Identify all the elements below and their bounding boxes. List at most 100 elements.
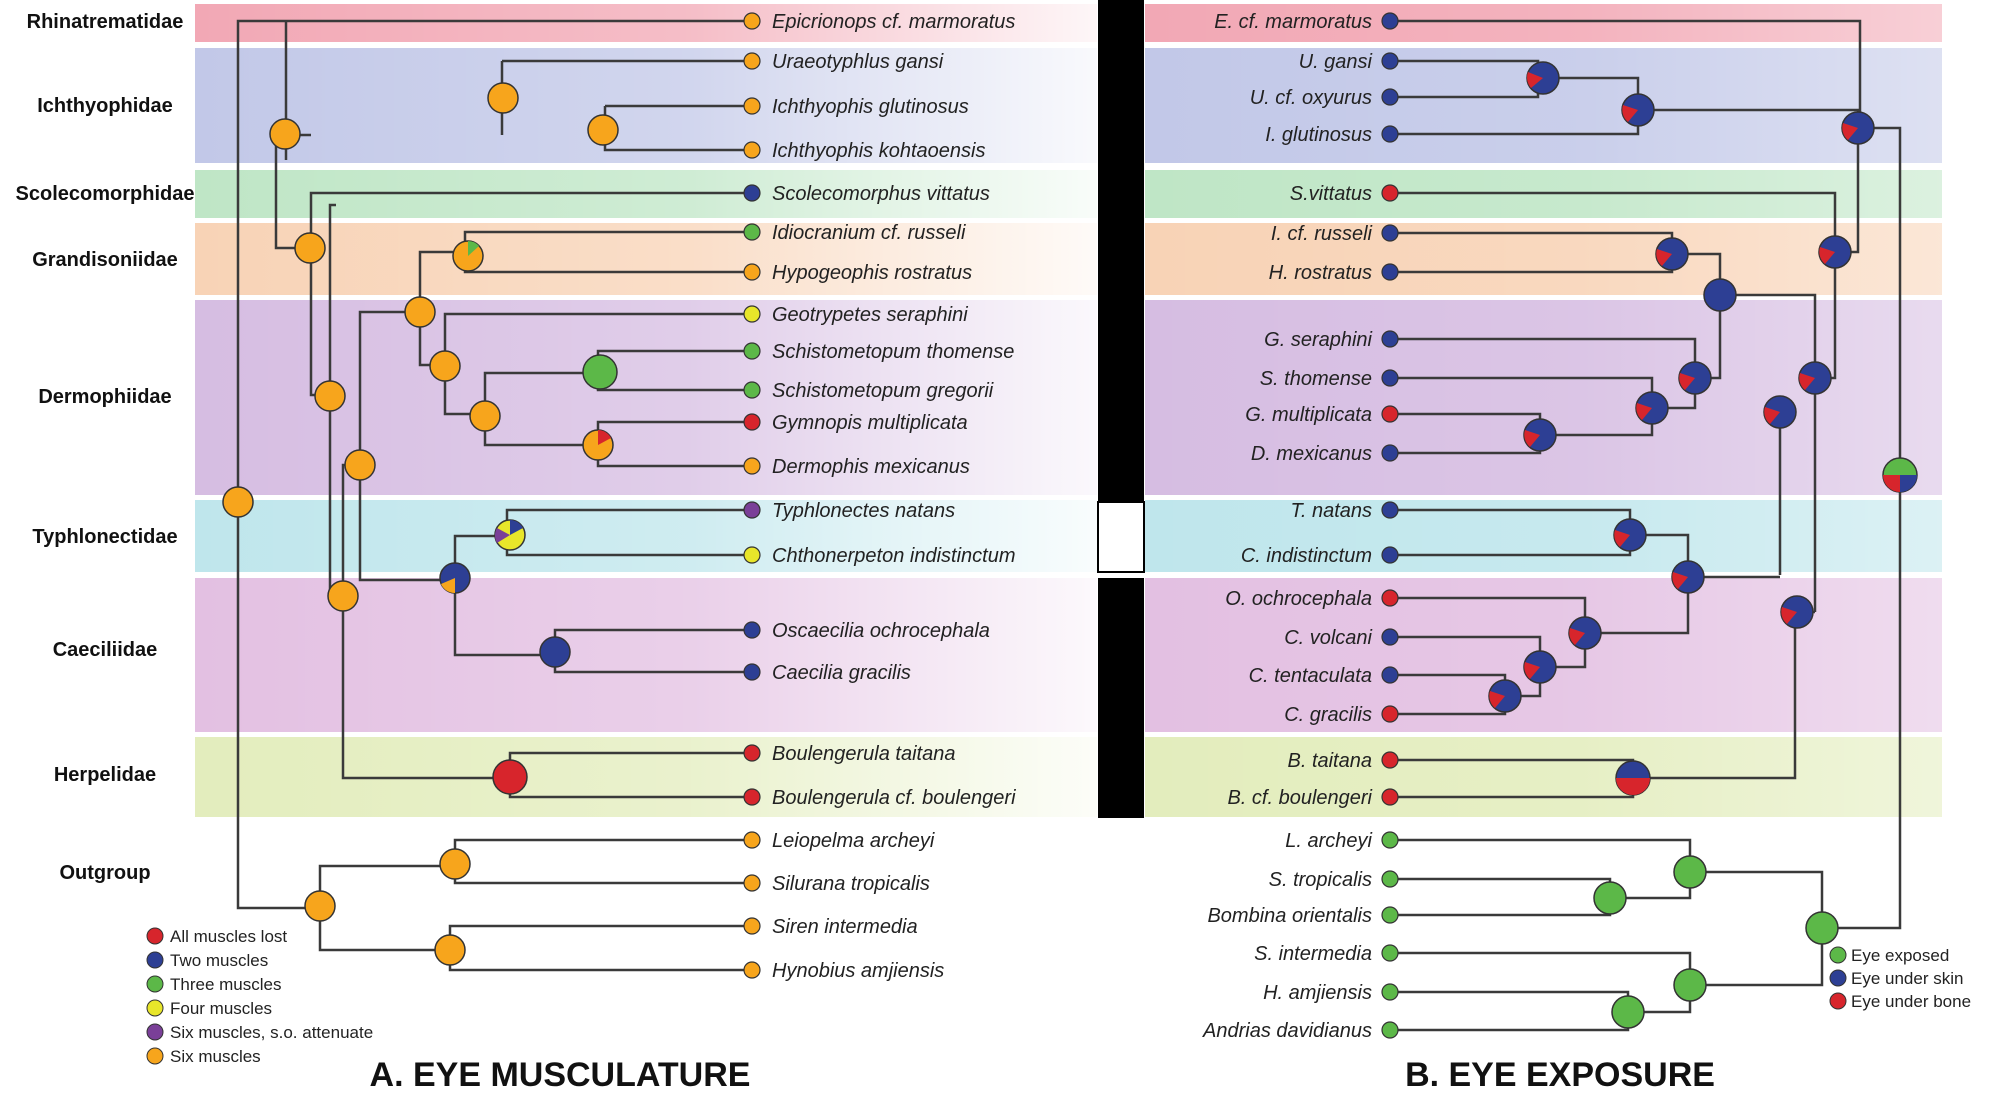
ancestral-state-pie xyxy=(1527,72,1543,88)
tip-state-dot xyxy=(1381,705,1399,723)
legend-swatch xyxy=(146,951,164,969)
panel-a-title: A. EYE MUSCULATURE xyxy=(370,1056,751,1094)
ancestral-state-pie xyxy=(1616,778,1650,795)
divider-bar-top xyxy=(1098,0,1144,502)
tip-taxon-name: G. seraphini xyxy=(1264,329,1372,351)
ancestral-state-pie xyxy=(1614,530,1630,547)
tip-taxon-name: U. gansi xyxy=(1299,51,1373,73)
ancestral-state-pie xyxy=(404,296,436,328)
tip-state-dot xyxy=(1381,444,1399,462)
ancestral-state-pie xyxy=(587,114,619,146)
legend-label: Eye under skin xyxy=(1851,969,1963,988)
tip-state-dot xyxy=(1381,330,1399,348)
tip-taxon-name: Dermophis mexicanus xyxy=(772,456,970,478)
tip-state-dot xyxy=(1381,870,1399,888)
family-label: Outgroup xyxy=(59,862,150,884)
family-label: Grandisoniidae xyxy=(32,249,178,271)
tip-state-dot xyxy=(743,917,761,935)
legend-label: Two muscles xyxy=(170,951,268,970)
ancestral-state-pie xyxy=(327,580,359,612)
tip-taxon-name: I. cf. russeli xyxy=(1271,223,1373,245)
ancestral-state-pie xyxy=(1799,373,1815,390)
tip-state-dot xyxy=(1381,906,1399,924)
ancestral-state-pie xyxy=(1900,475,1917,492)
tip-taxon-name: U. cf. oxyurus xyxy=(1250,87,1372,109)
panel-a-tips: Epicrionops cf. marmoratus Uraeotyphlus g… xyxy=(743,11,1016,982)
tip-state-dot xyxy=(1381,369,1399,387)
ancestral-state-pie xyxy=(598,430,611,445)
tip-taxon-name: B. taitana xyxy=(1287,750,1372,772)
tip-state-dot xyxy=(743,141,761,159)
ancestral-state-pie xyxy=(1819,247,1835,264)
tip-state-dot xyxy=(1381,628,1399,646)
ancestral-state-pie xyxy=(1673,855,1707,889)
tip-state-dot xyxy=(743,744,761,762)
tip-taxon-name: Geotrypetes seraphini xyxy=(772,304,968,326)
tip-taxon-name: H. rostratus xyxy=(1269,262,1372,284)
tip-taxon-name: Ichthyophis glutinosus xyxy=(772,96,969,118)
family-label: Rhinatrematidae xyxy=(27,11,184,33)
ancestral-state-pie xyxy=(1656,249,1672,266)
tip-taxon-name: S. intermedia xyxy=(1254,943,1372,965)
tip-state-dot xyxy=(743,831,761,849)
panel-b-tips: E. cf. marmoratus U. gansi U. cf. oxyurus I… xyxy=(1202,11,1399,1042)
divider-bar-bottom xyxy=(1098,578,1144,818)
tip-taxon-name: Silurana tropicalis xyxy=(772,873,930,895)
tip-taxon-name: Schistometopum thomense xyxy=(772,341,1014,363)
family-label: Typhlonectidae xyxy=(32,526,177,548)
tip-taxon-name: Hynobius amjiensis xyxy=(772,960,944,982)
tip-taxon-name: Typhlonectes natans xyxy=(772,500,955,522)
tip-taxon-name: Ichthyophis kohtaoensis xyxy=(772,140,985,162)
ancestral-state-pie xyxy=(494,528,510,543)
tip-state-dot xyxy=(1381,831,1399,849)
ancestral-state-pie xyxy=(582,354,618,390)
tip-state-dot xyxy=(743,961,761,979)
ancestral-state-pie xyxy=(304,890,336,922)
tip-state-dot xyxy=(1381,12,1399,30)
tip-state-dot xyxy=(743,621,761,639)
ancestral-state-pie xyxy=(1593,881,1627,915)
band-fade-a xyxy=(195,4,1097,817)
tip-taxon-name: Schistometopum gregorii xyxy=(772,380,994,402)
tip-taxon-name: I. glutinosus xyxy=(1265,124,1372,146)
ancestral-state-pie xyxy=(468,241,479,256)
tip-state-dot xyxy=(1381,751,1399,769)
ancestral-state-pie xyxy=(539,636,571,668)
tip-taxon-name: Hypogeophis rostratus xyxy=(772,262,972,284)
tip-state-dot xyxy=(743,342,761,360)
ancestral-state-pie xyxy=(314,380,346,412)
tip-taxon-name: E. cf. marmoratus xyxy=(1214,11,1372,33)
tip-state-dot xyxy=(1381,501,1399,519)
ancestral-state-pie xyxy=(441,578,455,594)
tip-taxon-name: Scolecomorphus vittatus xyxy=(772,183,990,205)
panel-b-title: B. EYE EXPOSURE xyxy=(1405,1056,1715,1094)
ancestral-state-pie xyxy=(1673,968,1707,1002)
legend-label: Six muscles xyxy=(170,1047,261,1066)
tip-taxon-name: T. natans xyxy=(1290,500,1372,522)
legend-label: All muscles lost xyxy=(170,927,287,946)
ancestral-state-pie xyxy=(1764,407,1780,424)
tip-state-dot xyxy=(1381,944,1399,962)
ancestral-state-pie xyxy=(1805,911,1839,945)
legend-label: Eye under bone xyxy=(1851,992,1971,1011)
tip-state-dot xyxy=(743,457,761,475)
legend-eye-musculature: All muscles lost Two muscles Three muscles… xyxy=(146,927,373,1066)
tip-state-dot xyxy=(1381,589,1399,607)
ancestral-state-pie xyxy=(1679,373,1695,390)
tip-taxon-name: Oscaecilia ochrocephala xyxy=(772,620,990,642)
tip-taxon-name: Epicrionops cf. marmoratus xyxy=(772,11,1015,33)
tip-state-dot xyxy=(743,663,761,681)
tip-taxon-name: C. tentaculata xyxy=(1249,665,1372,687)
tip-taxon-name: B. cf. boulengeri xyxy=(1227,787,1372,809)
tip-taxon-name: L. archeyi xyxy=(1285,830,1372,852)
tip-state-dot xyxy=(743,305,761,323)
legend-label: Eye exposed xyxy=(1851,946,1949,965)
ancestral-state-pie xyxy=(1569,628,1585,645)
ancestral-state-pie xyxy=(1703,278,1737,312)
ancestral-state-pie xyxy=(469,400,501,432)
legend-label: Four muscles xyxy=(170,999,272,1018)
tip-state-dot xyxy=(743,97,761,115)
ancestral-state-pie xyxy=(1489,691,1505,708)
legend-swatch xyxy=(146,1047,164,1065)
